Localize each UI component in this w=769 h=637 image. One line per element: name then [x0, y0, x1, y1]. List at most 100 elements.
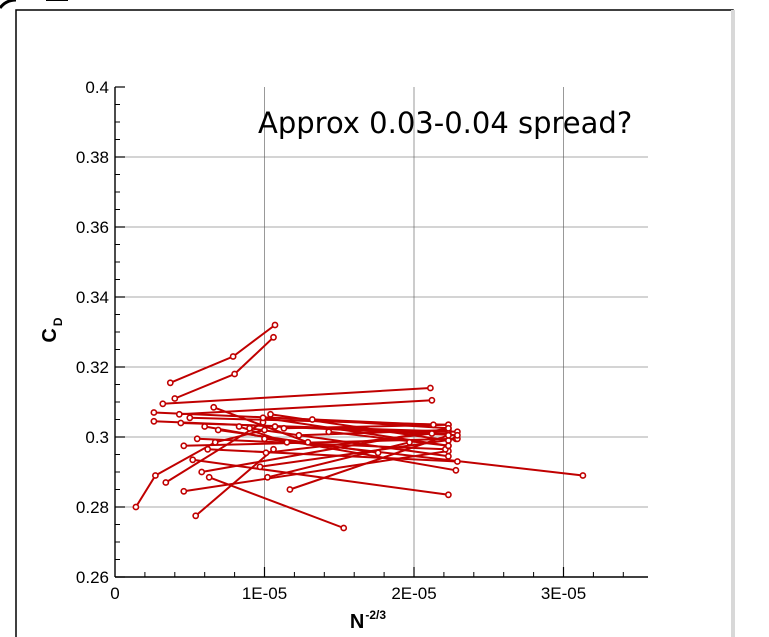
tick-labels: 0.26 0.28 0.3 0.32 0.34 0.36 0.38 0.4 0 1E-05 2E-0… [76, 78, 586, 603]
series-line [298, 429, 449, 437]
y-tick-label: 0.28 [76, 498, 109, 517]
data-point [308, 416, 316, 423]
series-line [208, 476, 345, 529]
chart-annotation: Approx 0.03-0.04 spread? [258, 106, 632, 140]
data-point [132, 503, 140, 511]
series-line [262, 416, 449, 447]
series-line [179, 399, 432, 416]
data-point [271, 423, 279, 430]
data-point [259, 414, 267, 422]
data-point [444, 442, 452, 450]
data-point [159, 400, 167, 408]
data-point [579, 472, 587, 479]
data-point [264, 473, 271, 481]
data-point [189, 456, 197, 464]
data-point [171, 395, 179, 402]
data-point [444, 491, 452, 499]
series-line [265, 432, 433, 454]
y-axis-title-subscript: D [51, 317, 65, 326]
series-line [162, 387, 431, 405]
data-point [214, 426, 222, 434]
series-line [195, 448, 275, 517]
data-point [177, 419, 185, 427]
series-layer [132, 321, 587, 532]
data-point [231, 370, 238, 378]
series-line [165, 421, 264, 484]
data-point [286, 486, 294, 493]
x-axis-title-base: N [350, 611, 364, 633]
series-line [283, 423, 449, 430]
y-tick-label: 0.3 [85, 428, 109, 447]
data-point [261, 435, 268, 443]
data-point [374, 449, 382, 457]
series-line [267, 441, 410, 479]
data-point [453, 431, 461, 439]
y-axis-title-base: C [39, 328, 61, 342]
data-point [304, 438, 312, 446]
data-point [180, 442, 188, 450]
data-point [192, 512, 200, 520]
data-point [150, 409, 158, 416]
data-point [229, 353, 237, 360]
data-point [271, 321, 279, 329]
data-point [340, 524, 348, 532]
x-axis-title-superscript: -2/3 [365, 608, 386, 622]
data-point [325, 428, 333, 436]
x-tick-label: 0 [110, 584, 119, 603]
ticks [115, 86, 624, 578]
data-point [205, 473, 213, 481]
y-tick-label: 0.4 [85, 78, 109, 97]
x-axis-title: N-2/3 [350, 608, 386, 633]
series-line [264, 437, 584, 477]
data-point [267, 410, 274, 418]
y-axis-title: CD [39, 317, 65, 342]
series-line [207, 448, 458, 463]
data-point [444, 424, 452, 432]
data-point [204, 445, 212, 453]
data-point [426, 384, 434, 392]
data-point [186, 414, 194, 422]
data-point [452, 466, 460, 474]
data-point [256, 463, 264, 471]
data-point [428, 396, 436, 404]
data-point [246, 424, 253, 432]
data-point [280, 424, 288, 432]
data-point [295, 431, 303, 439]
data-point [444, 452, 452, 460]
data-point [162, 479, 170, 486]
data-point [262, 449, 270, 457]
data-point [270, 445, 277, 453]
series-line [289, 434, 449, 491]
data-point [444, 431, 452, 439]
data-point [166, 379, 174, 387]
series-line [312, 418, 449, 430]
data-point [283, 438, 291, 446]
y-tick-label: 0.26 [76, 568, 109, 587]
data-point [428, 430, 436, 437]
data-point [270, 333, 277, 341]
data-point [193, 435, 201, 443]
data-point [210, 403, 218, 411]
data-point [201, 423, 209, 430]
data-point [453, 458, 461, 465]
data-point [261, 426, 268, 434]
x-tick-label: 2E-05 [391, 584, 436, 603]
data-point [235, 423, 243, 430]
data-point [211, 438, 219, 446]
x-tick-label: 1E-05 [242, 584, 287, 603]
data-point [406, 438, 413, 446]
data-point [180, 487, 188, 495]
series-line [328, 430, 449, 447]
y-tick-label: 0.38 [76, 148, 109, 167]
y-tick-label: 0.36 [76, 218, 109, 237]
data-point [175, 410, 183, 418]
data-point [151, 472, 159, 479]
data-point [150, 417, 158, 425]
x-tick-label: 3E-05 [541, 584, 586, 603]
y-tick-label: 0.34 [76, 288, 109, 307]
data-point [198, 468, 206, 476]
y-tick-label: 0.32 [76, 358, 109, 377]
data-point [429, 421, 437, 429]
